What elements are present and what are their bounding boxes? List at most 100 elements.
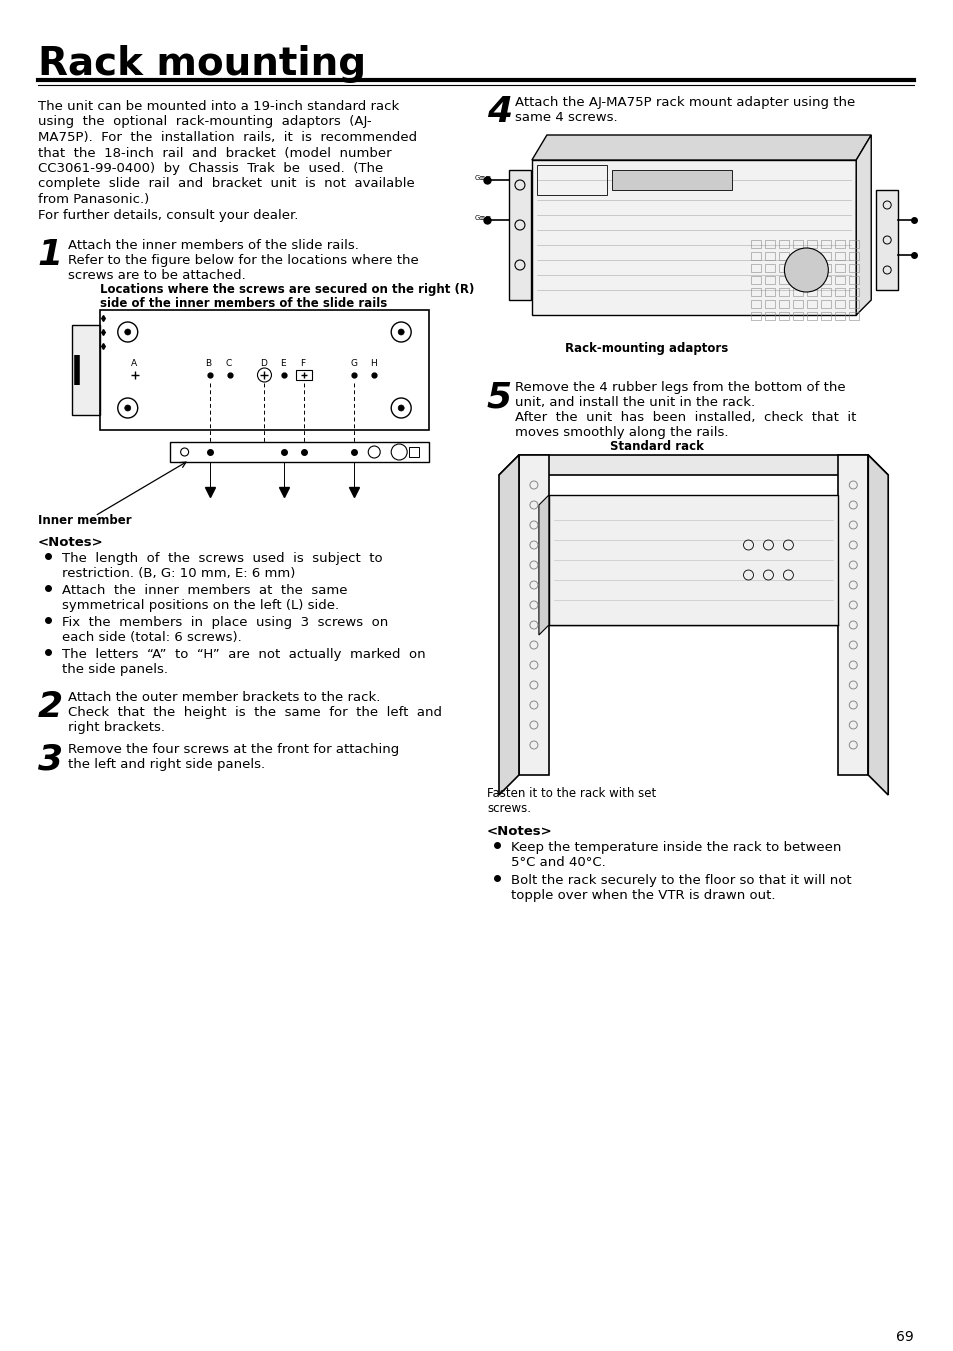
Polygon shape bbox=[867, 455, 887, 794]
Text: The unit can be mounted into a 19-inch standard rack: The unit can be mounted into a 19-inch s… bbox=[38, 100, 398, 113]
Circle shape bbox=[125, 330, 131, 335]
Circle shape bbox=[397, 405, 404, 411]
Bar bbox=[751, 240, 760, 249]
Bar bbox=[806, 276, 817, 284]
Bar bbox=[751, 253, 760, 259]
Bar bbox=[835, 312, 844, 320]
Bar bbox=[835, 276, 844, 284]
Bar bbox=[838, 455, 867, 775]
Bar bbox=[848, 300, 859, 308]
Text: F: F bbox=[300, 359, 305, 367]
Text: side of the inner members of the slide rails: side of the inner members of the slide r… bbox=[100, 297, 387, 309]
Bar bbox=[821, 263, 830, 272]
Bar bbox=[793, 288, 802, 296]
Bar bbox=[793, 312, 802, 320]
Text: Rack-mounting adaptors: Rack-mounting adaptors bbox=[564, 342, 727, 355]
Text: CC3061-99-0400)  by  Chassis  Trak  be  used.  (The: CC3061-99-0400) by Chassis Trak be used.… bbox=[38, 162, 383, 176]
Polygon shape bbox=[498, 455, 518, 794]
Polygon shape bbox=[498, 455, 887, 476]
Bar bbox=[764, 288, 775, 296]
Text: Rack mounting: Rack mounting bbox=[38, 45, 366, 82]
Bar bbox=[806, 263, 817, 272]
Bar bbox=[793, 253, 802, 259]
Text: same 4 screws.: same 4 screws. bbox=[515, 111, 617, 124]
Circle shape bbox=[391, 399, 411, 417]
Bar bbox=[848, 312, 859, 320]
Circle shape bbox=[783, 249, 827, 292]
Bar bbox=[848, 263, 859, 272]
Text: right brackets.: right brackets. bbox=[68, 721, 165, 734]
Bar bbox=[835, 288, 844, 296]
Polygon shape bbox=[875, 190, 897, 290]
Text: G≡≡: G≡≡ bbox=[475, 176, 492, 181]
Text: A: A bbox=[131, 359, 136, 367]
Text: Standard rack: Standard rack bbox=[609, 440, 703, 453]
Bar bbox=[835, 263, 844, 272]
Text: the side panels.: the side panels. bbox=[62, 663, 168, 676]
Bar bbox=[764, 276, 775, 284]
Bar bbox=[835, 240, 844, 249]
Bar bbox=[764, 300, 775, 308]
Polygon shape bbox=[71, 326, 100, 415]
Text: Refer to the figure below for the locations where the: Refer to the figure below for the locati… bbox=[68, 254, 418, 267]
Text: 3: 3 bbox=[38, 742, 63, 775]
Text: Fasten it to the rack with set: Fasten it to the rack with set bbox=[486, 788, 656, 800]
Circle shape bbox=[397, 330, 404, 335]
Bar bbox=[848, 276, 859, 284]
Bar bbox=[821, 253, 830, 259]
Text: each side (total: 6 screws).: each side (total: 6 screws). bbox=[62, 631, 241, 644]
Polygon shape bbox=[509, 170, 531, 300]
Bar bbox=[764, 263, 775, 272]
Text: Inner member: Inner member bbox=[38, 513, 132, 527]
Text: MA75P).  For  the  installation  rails,  it  is  recommended: MA75P). For the installation rails, it i… bbox=[38, 131, 416, 145]
Text: Locations where the screws are secured on the right (R): Locations where the screws are secured o… bbox=[100, 282, 474, 296]
Bar bbox=[779, 288, 788, 296]
Bar bbox=[835, 300, 844, 308]
Text: 2: 2 bbox=[38, 690, 63, 724]
Bar bbox=[806, 300, 817, 308]
Text: Attach the AJ-MA75P rack mount adapter using the: Attach the AJ-MA75P rack mount adapter u… bbox=[515, 96, 854, 109]
Text: D: D bbox=[260, 359, 267, 367]
Text: 69: 69 bbox=[896, 1329, 913, 1344]
Text: symmetrical positions on the left (L) side.: symmetrical positions on the left (L) si… bbox=[62, 598, 338, 612]
Bar bbox=[821, 240, 830, 249]
Circle shape bbox=[125, 405, 131, 411]
Text: 1: 1 bbox=[38, 238, 63, 272]
Bar bbox=[751, 263, 760, 272]
Bar bbox=[835, 253, 844, 259]
Text: Attach the inner members of the slide rails.: Attach the inner members of the slide ra… bbox=[68, 239, 358, 253]
Bar bbox=[170, 442, 429, 462]
Text: moves smoothly along the rails.: moves smoothly along the rails. bbox=[515, 426, 728, 439]
Text: Keep the temperature inside the rack to between: Keep the temperature inside the rack to … bbox=[511, 842, 841, 854]
Bar bbox=[793, 276, 802, 284]
Text: Attach  the  inner  members  at  the  same: Attach the inner members at the same bbox=[62, 584, 347, 597]
Text: For further details, consult your dealer.: For further details, consult your dealer… bbox=[38, 208, 298, 222]
Bar bbox=[296, 370, 312, 380]
Text: Check  that  the  height  is  the  same  for  the  left  and: Check that the height is the same for th… bbox=[68, 707, 441, 719]
Text: The  letters  “A”  to  “H”  are  not  actually  marked  on: The letters “A” to “H” are not actually … bbox=[62, 648, 425, 661]
Circle shape bbox=[117, 322, 137, 342]
Bar bbox=[764, 253, 775, 259]
Bar bbox=[821, 276, 830, 284]
Polygon shape bbox=[538, 494, 548, 635]
Bar bbox=[806, 288, 817, 296]
Text: 4: 4 bbox=[486, 95, 512, 128]
Text: screws are to be attached.: screws are to be attached. bbox=[68, 269, 245, 282]
Polygon shape bbox=[856, 135, 870, 315]
Text: Bolt the rack securely to the floor so that it will not: Bolt the rack securely to the floor so t… bbox=[511, 874, 851, 888]
Text: 5°C and 40°C.: 5°C and 40°C. bbox=[511, 857, 605, 869]
Bar bbox=[779, 276, 788, 284]
Bar bbox=[806, 253, 817, 259]
Text: complete  slide  rail  and  bracket  unit  is  not  available: complete slide rail and bracket unit is … bbox=[38, 177, 415, 190]
Bar bbox=[779, 253, 788, 259]
Bar bbox=[751, 300, 760, 308]
Text: the left and right side panels.: the left and right side panels. bbox=[68, 758, 265, 771]
Bar bbox=[751, 276, 760, 284]
Bar bbox=[806, 312, 817, 320]
Text: from Panasonic.): from Panasonic.) bbox=[38, 193, 149, 205]
Text: H: H bbox=[370, 359, 376, 367]
Text: <Notes>: <Notes> bbox=[486, 825, 552, 838]
Bar bbox=[779, 263, 788, 272]
Bar bbox=[793, 263, 802, 272]
Bar bbox=[779, 240, 788, 249]
